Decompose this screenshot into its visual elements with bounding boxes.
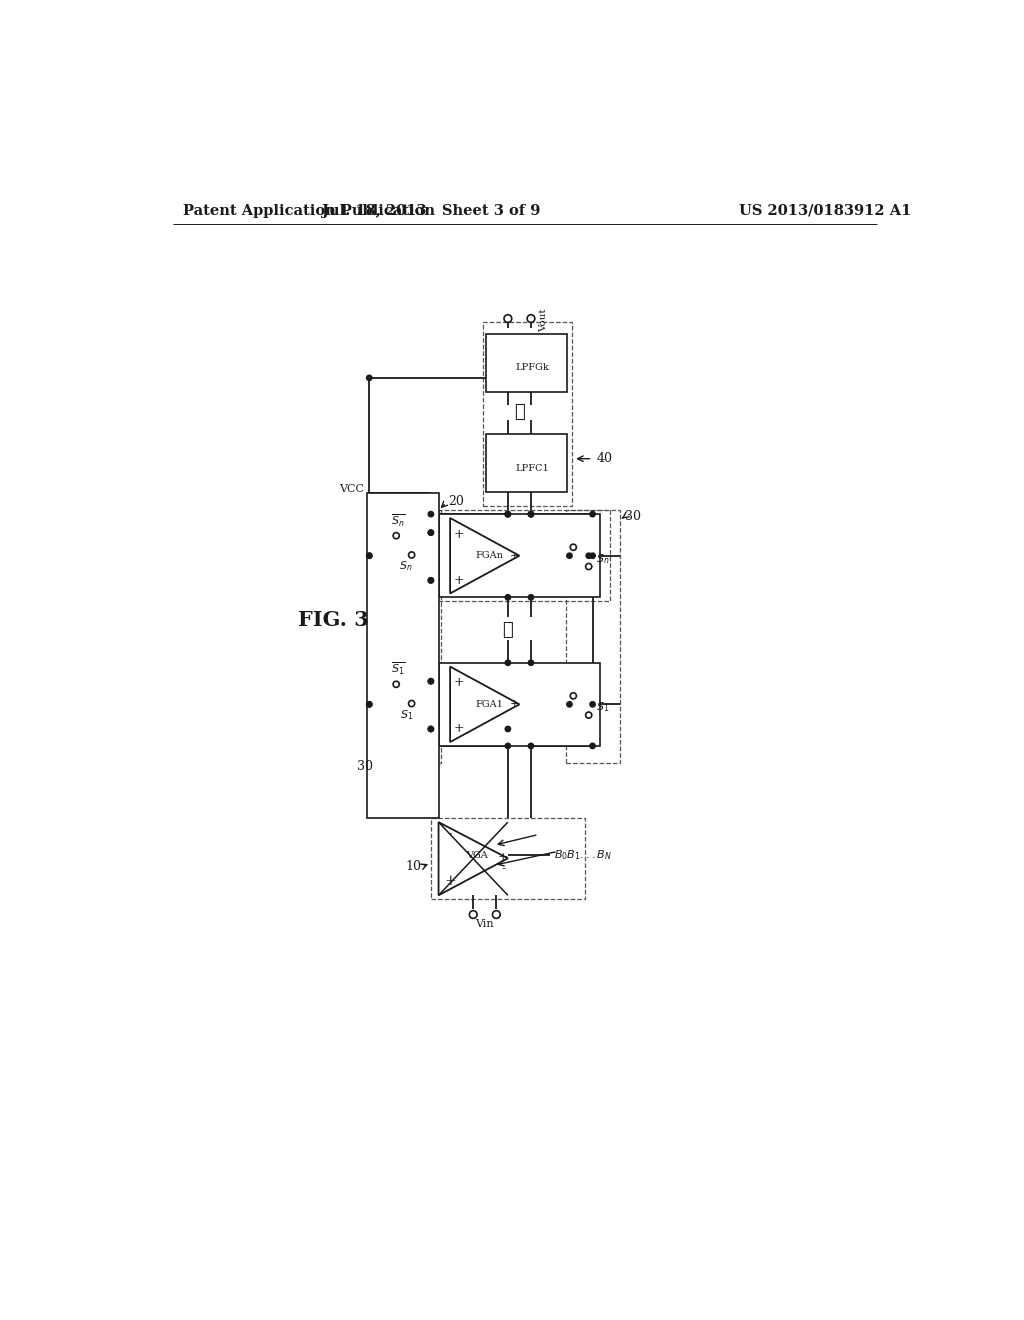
Circle shape [469, 911, 477, 919]
Text: +: + [510, 700, 519, 709]
Circle shape [428, 511, 433, 517]
Text: +: + [454, 574, 465, 587]
Circle shape [570, 544, 577, 550]
Text: 10: 10 [406, 861, 422, 874]
Circle shape [367, 553, 372, 558]
Circle shape [428, 578, 433, 583]
Text: LPFC1: LPFC1 [516, 465, 549, 473]
Circle shape [528, 660, 534, 665]
Circle shape [505, 660, 511, 665]
Bar [438, 663, 600, 746]
Text: $S_1$: $S_1$ [596, 701, 609, 714]
Circle shape [409, 701, 415, 706]
Text: VCC: VCC [339, 484, 364, 495]
Circle shape [428, 678, 433, 684]
Circle shape [428, 529, 433, 536]
Circle shape [409, 552, 415, 558]
Bar [438, 515, 600, 598]
Circle shape [505, 594, 511, 601]
Circle shape [428, 578, 433, 583]
Text: +: + [454, 528, 465, 541]
Circle shape [428, 726, 433, 731]
Text: $\overline{S_1}$: $\overline{S_1}$ [391, 661, 406, 677]
Bar [379, 511, 441, 763]
Circle shape [428, 678, 433, 684]
Bar [483, 322, 571, 507]
Bar [367, 494, 438, 818]
Circle shape [570, 693, 577, 700]
Text: -: - [447, 828, 453, 841]
Circle shape [528, 511, 534, 517]
Circle shape [428, 529, 433, 536]
Circle shape [590, 511, 595, 517]
Text: -: - [501, 862, 505, 875]
Circle shape [505, 511, 511, 517]
Text: Vin: Vin [475, 919, 494, 929]
Circle shape [504, 314, 512, 322]
Circle shape [528, 743, 534, 748]
Text: $S_n$: $S_n$ [399, 560, 413, 573]
Circle shape [590, 702, 595, 708]
Circle shape [505, 511, 511, 517]
Circle shape [367, 375, 372, 380]
Text: 20: 20 [449, 495, 465, 508]
Bar [486, 434, 567, 492]
Circle shape [367, 702, 372, 708]
Circle shape [393, 681, 399, 688]
Circle shape [505, 726, 511, 731]
Text: +: + [454, 722, 465, 735]
Circle shape [505, 743, 511, 748]
Text: Patent Application Publication: Patent Application Publication [183, 203, 435, 218]
Text: ⋯: ⋯ [514, 404, 524, 421]
Circle shape [493, 911, 500, 919]
Circle shape [528, 511, 534, 517]
Text: ⋯: ⋯ [503, 620, 513, 639]
Text: Vout: Vout [539, 309, 548, 331]
Circle shape [393, 532, 399, 539]
Circle shape [528, 511, 534, 517]
Text: $S_1$: $S_1$ [399, 709, 413, 722]
Text: $S_n$: $S_n$ [596, 552, 610, 566]
Circle shape [505, 511, 511, 517]
Circle shape [428, 726, 433, 731]
Bar [565, 511, 620, 763]
Text: 30: 30 [357, 760, 373, 774]
Text: +: + [498, 851, 509, 865]
Circle shape [367, 553, 372, 558]
Text: Jul. 18, 2013   Sheet 3 of 9: Jul. 18, 2013 Sheet 3 of 9 [322, 203, 540, 218]
Bar [431, 818, 585, 899]
Circle shape [528, 594, 534, 601]
Circle shape [586, 564, 592, 570]
Text: +: + [454, 676, 465, 689]
Circle shape [527, 314, 535, 322]
Circle shape [590, 553, 595, 558]
Circle shape [590, 743, 595, 748]
Text: VGA: VGA [466, 851, 487, 859]
Circle shape [566, 702, 572, 708]
Text: +: + [510, 550, 519, 561]
Text: FGAn: FGAn [475, 552, 504, 560]
Circle shape [367, 702, 372, 708]
Circle shape [586, 711, 592, 718]
Text: 30: 30 [625, 510, 641, 523]
Circle shape [566, 553, 572, 558]
Text: +: + [444, 874, 456, 887]
Text: FIG. 3: FIG. 3 [298, 610, 370, 631]
Text: $\overline{S_n}$: $\overline{S_n}$ [391, 512, 406, 528]
Text: $B_0B_1...B_N$: $B_0B_1...B_N$ [554, 849, 612, 862]
Circle shape [586, 553, 592, 558]
Text: US 2013/0183912 A1: US 2013/0183912 A1 [739, 203, 911, 218]
Text: 40: 40 [596, 453, 612, 465]
Text: FGA1: FGA1 [475, 700, 504, 709]
Bar [425, 511, 609, 601]
Text: LPFGk: LPFGk [516, 363, 549, 372]
Bar [486, 334, 567, 392]
